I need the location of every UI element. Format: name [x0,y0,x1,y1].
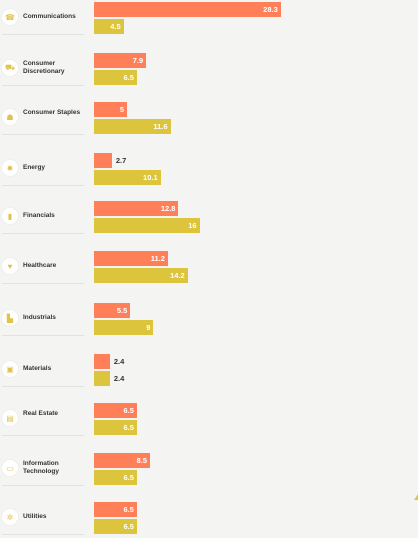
value-label-series-1-materials: 2.4 [113,357,125,366]
value-label-series-2-healthcare: 14.2 [170,270,185,280]
row-separator [2,534,84,535]
row-separator [2,134,84,135]
value-label-series-2-financials: 16 [188,220,197,230]
row-separator [2,283,84,284]
category-label-industrials: Industrials [23,314,56,321]
value-label-series-2-materials: 2.4 [113,373,125,383]
row-separator [2,485,84,486]
category-label-healthcare: Healthcare [23,262,57,269]
value-label-series-2-communications: 4.5 [110,21,121,31]
bar-series-1-information-technology [94,453,151,468]
value-label-series-1-real-estate: 6.5 [123,406,134,415]
bar-series-1-financials [94,201,179,216]
bulb-icon: ✹ [2,160,18,176]
value-label-series-1-industrials: 5.5 [116,306,128,315]
bar-series-1-materials [94,354,110,369]
bar-series-1-consumer-discretionary [94,53,147,68]
bar-series-1-healthcare [94,251,168,266]
value-label-series-2-industrials: 9 [146,322,151,332]
basket-icon: ☗ [2,109,18,125]
value-label-series-1-information-technology: 8.5 [136,456,148,465]
bar-series-1-utilities [94,502,137,517]
value-label-series-2-real-estate: 6.5 [123,422,134,432]
category-label-energy: Energy [23,164,46,171]
row-separator [2,233,84,234]
bar-series-1-energy [94,153,112,168]
bar-series-2-utilities [94,518,137,534]
category-label-utilities: Utilities [23,513,47,520]
laptop-icon: ▭ [2,460,18,476]
bar-series-2-industrials [94,319,154,335]
gear-icon: ✲ [2,509,18,525]
value-label-series-1-consumer-discretionary: 7.9 [132,56,144,65]
category-label-real-estate: Real Estate [23,410,59,417]
bar-series-1-industrials [94,303,131,318]
value-label-series-1-financials: 12.8 [160,204,176,213]
bar-series-2-real-estate [94,419,137,435]
phone-icon: ☎ [2,9,18,25]
box-icon: ▣ [2,361,18,377]
value-label-series-1-utilities: 6.5 [123,505,134,514]
value-label-series-2-energy: 10.1 [143,172,158,182]
bar-series-1-consumer-staples [94,102,127,117]
bar-series-2-materials [94,370,110,386]
bar-series-1-real-estate [94,403,137,418]
row-separator [2,335,84,336]
category-label-consumer-discretionary: Consumer Discretionary [23,60,65,75]
category-label-communications: Communications [23,13,76,20]
bar-series-2-consumer-discretionary [94,69,137,85]
bar-series-2-healthcare [94,267,188,283]
corner-marker-icon [414,494,418,500]
bar-series-2-consumer-staples [94,118,171,134]
value-label-series-1-communications: 28.3 [263,5,278,14]
value-label-series-1-healthcare: 11.2 [150,254,165,263]
value-label-series-2-utilities: 6.5 [123,521,134,531]
value-label-series-2-consumer-staples: 11.6 [153,121,168,131]
bar-series-2-information-technology [94,469,137,485]
category-label-materials: Materials [23,365,52,372]
bar-series-2-communications [94,18,124,34]
category-label-financials: Financials [23,212,55,219]
value-label-series-1-consumer-staples: 5 [119,105,124,114]
value-label-series-1-energy: 2.7 [115,156,127,165]
row-separator [2,34,84,35]
bar-series-1-communications [94,2,281,17]
bar-series-2-financials [94,217,200,233]
row-separator [2,386,84,387]
cart-icon: ⛟ [2,60,18,76]
bar-chart-icon: ▮ [2,208,18,224]
row-separator [2,85,84,86]
bar-series-2-energy [94,169,161,185]
category-label-consumer-staples: Consumer Staples [23,109,81,116]
row-separator [2,435,84,436]
value-label-series-2-consumer-discretionary: 6.5 [123,72,134,82]
category-label-information-technology: Information Technology [23,460,59,475]
heart-icon: ♥ [2,258,18,274]
value-label-series-2-information-technology: 6.5 [123,472,134,482]
row-separator [2,185,84,186]
factory-icon: ▙ [2,310,18,326]
building-icon: ▤ [2,410,18,426]
